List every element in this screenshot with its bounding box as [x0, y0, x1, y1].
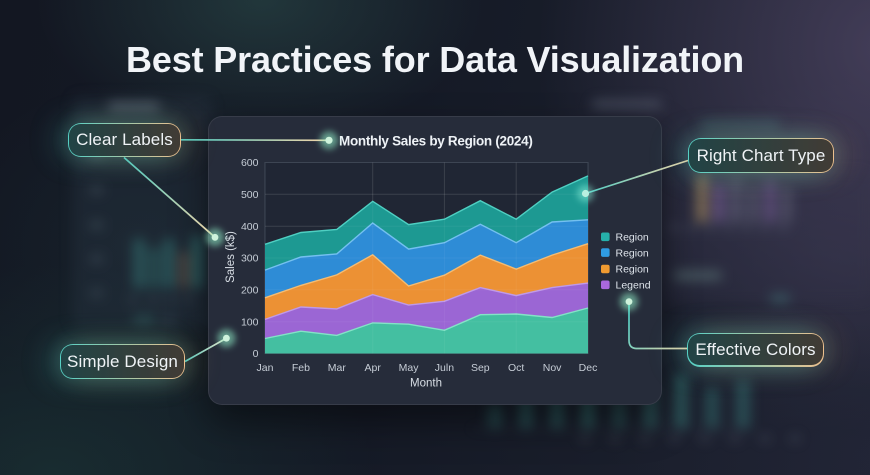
svg-text:May: May [399, 362, 420, 374]
svg-text:100: 100 [241, 316, 259, 328]
svg-text:Legend: Legend [616, 280, 651, 292]
svg-text:Sep: Sep [471, 362, 490, 374]
svg-text:Sales (k$): Sales (k$) [225, 231, 237, 283]
svg-text:Region: Region [616, 247, 649, 259]
svg-text:400: 400 [241, 221, 259, 233]
svg-text:600: 600 [241, 157, 259, 169]
svg-text:Region: Region [616, 264, 649, 276]
svg-text:Jan: Jan [257, 362, 274, 374]
svg-text:0: 0 [253, 348, 259, 360]
svg-text:Juln: Juln [435, 362, 454, 374]
svg-text:Feb: Feb [292, 362, 310, 374]
svg-text:Region: Region [616, 232, 649, 244]
svg-text:500: 500 [241, 189, 259, 201]
svg-text:Oct: Oct [508, 362, 524, 374]
svg-text:Nov: Nov [543, 362, 562, 374]
svg-text:Dec: Dec [579, 362, 598, 374]
svg-text:300: 300 [241, 253, 259, 265]
svg-text:Month: Month [410, 378, 442, 390]
svg-text:Apr: Apr [365, 362, 382, 374]
svg-text:200: 200 [241, 285, 259, 297]
svg-text:Monthly Sales by Region (2024): Monthly Sales by Region (2024) [339, 134, 533, 149]
svg-text:Mar: Mar [328, 362, 347, 374]
